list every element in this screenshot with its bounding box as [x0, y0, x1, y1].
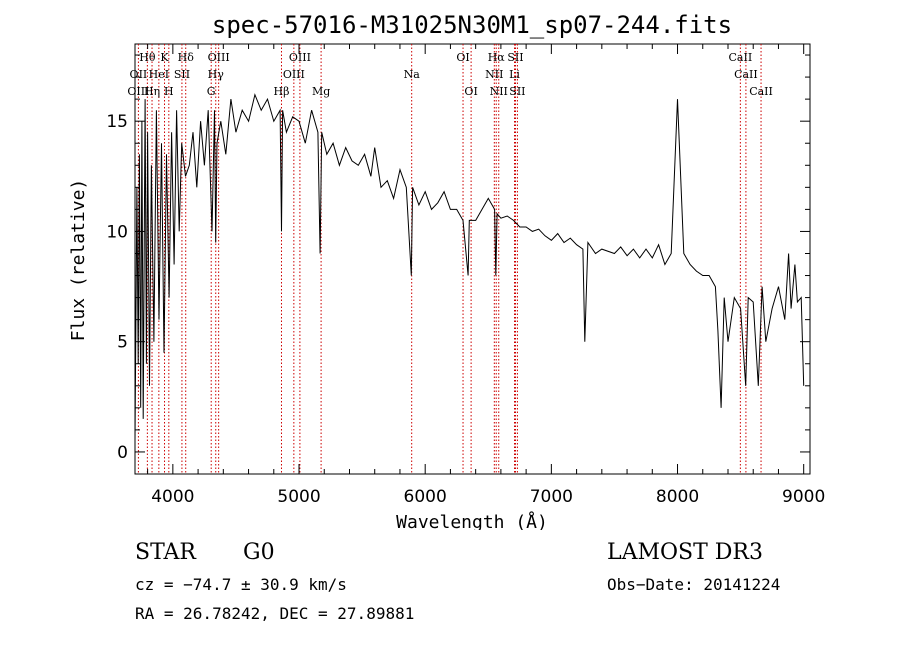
x-tick-label: 7000	[530, 487, 573, 507]
line-label: OII	[130, 68, 148, 81]
x-tick-label: 9000	[782, 487, 825, 507]
y-axis: 0 5 10 15	[106, 54, 810, 463]
y-tick-label: 10	[106, 222, 128, 242]
line-label: SII	[507, 51, 523, 64]
line-label: OI	[456, 51, 469, 64]
line-label: K	[160, 51, 169, 64]
y-tick-label: 0	[117, 443, 128, 463]
x-axis: 4000 5000 6000 7000 8000 9000	[147, 44, 825, 507]
line-label: SII	[509, 85, 525, 98]
line-label: CaII	[734, 68, 758, 81]
line-label: G	[207, 85, 216, 98]
line-label: Hα	[488, 51, 506, 64]
line-label: SII	[174, 68, 190, 81]
sky-coordinates: RA = 26.78242, DEC = 27.89881	[135, 604, 415, 623]
line-label: HeI	[149, 68, 169, 81]
x-tick-label: 8000	[656, 487, 699, 507]
chart-title: spec-57016-M31025N30M1_sp07-244.fits	[212, 11, 732, 39]
line-label: OI	[464, 85, 477, 98]
line-label: CaII	[749, 85, 773, 98]
line-label: OIII	[289, 51, 311, 64]
plot-frame	[134, 43, 811, 475]
object-subclass: G0	[243, 540, 275, 565]
line-label: NII	[490, 85, 508, 98]
x-tick-label: 4000	[151, 487, 194, 507]
line-label: H	[164, 85, 174, 98]
y-tick-label: 5	[117, 333, 128, 353]
redshift-velocity: cz = −74.7 ± 30.9 km/s	[135, 575, 347, 594]
line-label: Mg	[312, 85, 330, 98]
line-label: CaII	[729, 51, 753, 64]
line-label: OIII	[127, 85, 149, 98]
line-label: OIII	[208, 51, 230, 64]
spectrum-line	[134, 93, 805, 441]
line-label: Li	[509, 68, 520, 81]
line-label: Hδ	[178, 51, 195, 64]
object-class: STAR	[135, 540, 196, 565]
x-axis-label: Wavelength (Å)	[396, 511, 548, 530]
spectrum-chart: spec-57016-M31025N30M1_sp07-244.fits Hθ K…	[68, 11, 825, 530]
x-tick-label: 6000	[404, 487, 447, 507]
line-label: NII	[485, 68, 503, 81]
y-axis-label: Flux (relative)	[68, 179, 89, 342]
line-label: Hη	[144, 85, 160, 98]
observation-date: Obs−Date: 20141224	[607, 575, 781, 594]
line-label: Hβ	[274, 85, 290, 98]
line-label: Hθ	[139, 51, 156, 64]
y-tick-label: 15	[106, 112, 128, 132]
line-label: OIII	[283, 68, 305, 81]
x-tick-label: 5000	[277, 487, 320, 507]
survey-name: LAMOST DR3	[607, 540, 763, 565]
line-label: Na	[404, 68, 421, 81]
line-label: Hγ	[208, 68, 225, 81]
